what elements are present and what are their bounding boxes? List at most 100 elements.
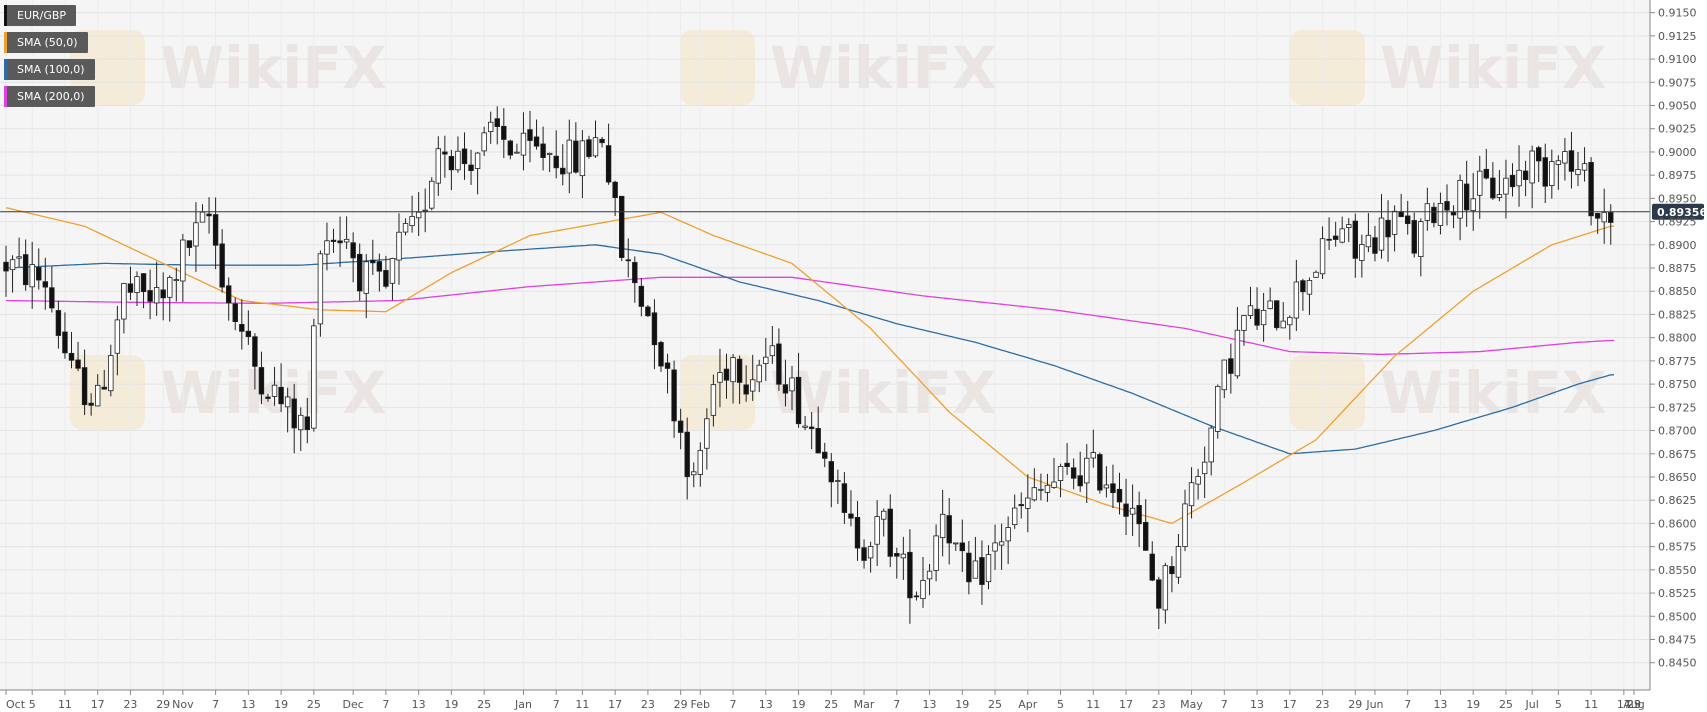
candle [461,132,468,180]
legend-item-sma100[interactable]: SMA (100,0) [4,59,95,80]
legend-item-sma50[interactable]: SMA (50,0) [4,32,88,53]
candle-body-bear [913,595,920,598]
candle-body-bull [881,510,887,520]
candle [1025,474,1031,533]
candle-body-bull [514,151,520,154]
candle [723,353,730,399]
candle [1450,205,1457,229]
candle [258,351,265,405]
candle-body-bear [854,517,861,549]
candle [311,318,317,432]
candle [1385,200,1391,262]
candle-body-bear [278,386,284,405]
candle-body-bull [1057,466,1064,481]
x-tick-label: Jul [1525,698,1539,711]
watermark-text: WikiFX [770,359,997,427]
candle [1084,444,1090,504]
candle-body-bull [1601,212,1607,223]
candle [1208,425,1214,476]
candle-body-bear [245,330,252,337]
candle-body-bear [861,547,867,561]
candle [697,442,703,487]
candle-body-bull [1306,280,1313,295]
x-tick-label: 23 [1152,698,1166,711]
candle-body-bull [1575,169,1581,175]
candle-body-bear [225,285,232,304]
candle-body-bull [939,513,946,539]
x-tick-label: 13 [241,698,255,711]
candle [730,354,736,404]
candle-body-bull [343,238,350,243]
candle [147,269,153,320]
x-tick-label: 25 [307,698,321,711]
candle [920,557,926,608]
candle [1588,157,1594,226]
candle [782,359,789,407]
candle [468,149,474,185]
candle-body-bear [815,428,821,454]
candle-body-bull [1260,310,1267,326]
x-tick-label: Mar [854,698,875,711]
candle [422,188,428,233]
candle [1287,315,1293,340]
candle [1509,163,1516,197]
candle-body-bull [16,256,22,259]
candle [1149,541,1155,582]
x-tick-label: 7 [893,698,900,711]
candle [481,126,487,157]
candle [1457,174,1463,241]
candle [1411,212,1417,258]
candles [3,106,1614,629]
candle [625,238,631,278]
candle [29,241,35,309]
y-tick-label: 0.8525 [1658,587,1697,600]
candle [854,500,861,561]
candle [245,310,252,345]
candle [671,360,677,438]
candle-body-bear [62,331,68,354]
candle-body-bear [822,451,828,459]
y-tick-label: 0.8500 [1658,610,1697,623]
candle-body-bear [782,384,789,394]
candle [101,369,107,390]
y-tick-label: 0.8625 [1658,494,1697,507]
candle-body-bear [1274,300,1280,329]
candle [22,239,29,291]
candle-body-bear [36,267,42,281]
x-tick-label: 7 [730,698,737,711]
x-tick-label: 17 [1119,698,1133,711]
candle-body-bull [1313,271,1319,278]
candle-body-bear [1018,504,1024,507]
candle-body-bull [429,180,435,209]
y-tick-label: 0.8450 [1658,657,1697,670]
candle [68,332,75,369]
candle-body-bull [985,554,992,583]
candle-body-bear [1136,505,1142,525]
candle [756,359,762,393]
legend-item-sma200[interactable]: SMA (200,0) [4,86,95,107]
x-tick-label: 5 [1555,698,1562,711]
x-tick-label: 29 [156,698,170,711]
candle-body-bear [337,240,343,244]
candle-body-bull [1025,497,1031,509]
candle [972,536,979,579]
x-tick-label: 19 [792,698,806,711]
candle-body-bull [1175,546,1182,578]
watermark-text: WikiFX [1380,34,1607,102]
legend-item-eurgbp[interactable]: EUR/GBP [4,5,77,26]
candle [933,524,939,582]
candle [1110,464,1116,509]
candle [1241,314,1247,346]
candle [1372,225,1378,262]
candle [1463,160,1470,227]
candle-body-bull [1378,217,1385,251]
y-tick-label: 0.8900 [1658,239,1697,252]
candle-body-bear [808,426,815,430]
candle [1444,184,1450,226]
candle-body-bear [81,367,88,406]
candle-body-bull [1496,194,1503,198]
candle-body-bear [1588,162,1594,217]
candle-body-bull [992,542,998,552]
